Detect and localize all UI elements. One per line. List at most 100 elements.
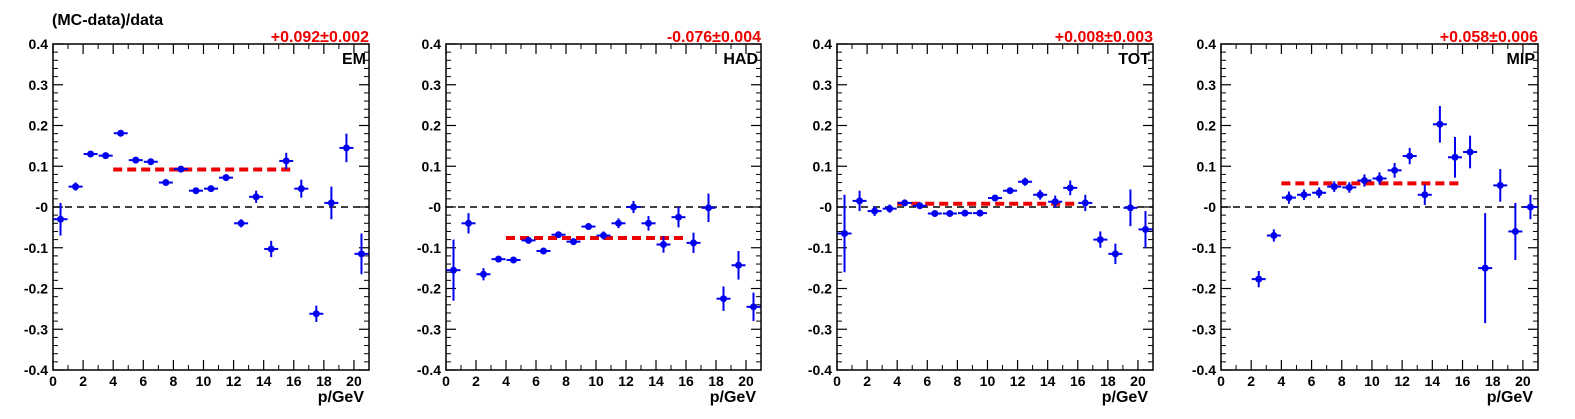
x-tick-label: 6 xyxy=(923,373,931,389)
point-marker xyxy=(1126,204,1134,212)
data-point xyxy=(264,240,279,258)
data-point xyxy=(279,152,294,170)
point-marker xyxy=(1315,189,1323,197)
data-point xyxy=(1478,213,1493,324)
data-point xyxy=(686,232,701,254)
y-tick-label: 0.1 xyxy=(29,158,49,174)
data-point xyxy=(128,156,143,164)
y-tick-label: 0.2 xyxy=(813,118,833,134)
data-point xyxy=(536,247,551,255)
data-point xyxy=(1387,162,1402,178)
x-tick-label: 20 xyxy=(1130,373,1146,389)
data-point xyxy=(1281,191,1296,204)
data-point xyxy=(1402,147,1417,165)
x-tick-label: 16 xyxy=(678,373,694,389)
data-point xyxy=(837,194,852,273)
data-point xyxy=(98,152,113,160)
data-points xyxy=(837,177,1153,273)
y-tick-label: 0.4 xyxy=(1197,36,1217,52)
data-point xyxy=(897,199,912,207)
y-tick-label: -0.2 xyxy=(24,281,48,297)
point-marker xyxy=(252,193,260,201)
data-point xyxy=(461,213,476,234)
x-tick-label: 14 xyxy=(1040,373,1056,389)
point-marker xyxy=(192,187,200,195)
point-marker xyxy=(1255,275,1263,283)
point-marker xyxy=(630,203,637,211)
y-tick-label: -0 xyxy=(36,199,49,215)
y-tick-label: 0.1 xyxy=(1197,158,1217,174)
data-point xyxy=(746,292,761,322)
x-tick-label: 6 xyxy=(532,373,540,389)
x-tick-label: 6 xyxy=(139,373,147,389)
data-point xyxy=(1463,135,1478,169)
data-point xyxy=(1327,181,1342,192)
y-tick-label: 0.2 xyxy=(29,118,49,134)
y-tick-label: -0.3 xyxy=(24,321,48,337)
point-marker xyxy=(207,185,215,193)
data-point xyxy=(1063,180,1078,196)
data-point xyxy=(566,238,581,246)
point-marker xyxy=(1466,148,1474,156)
data-point xyxy=(927,210,942,218)
data-point xyxy=(1493,169,1508,202)
data-point xyxy=(143,158,158,166)
y-tick-label: 0.3 xyxy=(29,77,49,93)
data-point xyxy=(476,268,491,281)
point-marker xyxy=(720,295,727,303)
point-marker xyxy=(675,213,682,221)
point-marker xyxy=(916,202,924,210)
data-point xyxy=(204,185,218,193)
point-marker xyxy=(690,239,697,247)
x-tick-label: 20 xyxy=(738,373,754,389)
point-marker xyxy=(1300,191,1308,199)
x-tick-label: 14 xyxy=(1425,373,1441,389)
x-tick-label: 8 xyxy=(562,373,570,389)
x-tick-label: 18 xyxy=(1485,373,1501,389)
panel-em: -0.4 -0.3 -0.2 -0.1 -0 0.1 0.2 0.3 0.4 0 2 4 6 8 10 12 1… xyxy=(24,29,370,406)
data-point xyxy=(852,190,867,212)
data-point xyxy=(626,200,641,214)
point-marker xyxy=(750,303,757,311)
point-marker xyxy=(147,158,155,166)
panel-had: -0.4 -0.3 -0.2 -0.1 -0 0.1 0.2 0.3 0.4 0 2 4 6 8 10 12 1… xyxy=(417,29,762,406)
x-tick-label: 0 xyxy=(1217,373,1225,389)
y-tick-label: -0 xyxy=(820,199,833,215)
data-point xyxy=(1033,189,1048,200)
y-axis: -0.4 -0.3 -0.2 -0.1 -0 0.1 0.2 0.3 0.4 xyxy=(417,36,761,378)
point-marker xyxy=(841,229,849,237)
data-point xyxy=(1018,177,1033,186)
y-tick-label: -0.2 xyxy=(808,281,832,297)
data-point xyxy=(1523,194,1538,220)
y-tick-label: -0.1 xyxy=(1192,240,1216,256)
x-tick-label: 4 xyxy=(893,373,901,389)
y-tick-label: 0.4 xyxy=(813,36,833,52)
data-point xyxy=(641,215,656,231)
y-tick-label: -0.2 xyxy=(417,281,441,297)
point-marker xyxy=(735,261,742,269)
data-point xyxy=(1048,195,1063,208)
data-point xyxy=(596,231,611,240)
data-point xyxy=(1372,172,1387,185)
x-axis-title: p/GeV xyxy=(318,389,365,406)
point-marker xyxy=(1270,232,1278,240)
point-marker xyxy=(976,209,984,217)
x-tick-label: 18 xyxy=(316,373,332,389)
x-axis-title: p/GeV xyxy=(1487,389,1534,406)
fit-result-label: +0.058±0.006 xyxy=(1440,29,1538,46)
data-point xyxy=(1508,202,1523,260)
data-point xyxy=(1417,184,1432,205)
point-marker xyxy=(1406,152,1414,160)
point-marker xyxy=(282,157,290,165)
x-tick-label: 4 xyxy=(502,373,510,389)
y-axis: -0.4 -0.3 -0.2 -0.1 -0 0.1 0.2 0.3 0.4 xyxy=(808,36,1153,378)
point-marker xyxy=(886,205,894,213)
y-tick-label: -0.1 xyxy=(24,240,48,256)
x-tick-label: 12 xyxy=(226,373,242,389)
point-marker xyxy=(1036,191,1044,199)
point-marker xyxy=(1111,250,1119,258)
x-tick-label: 2 xyxy=(472,373,480,389)
panel-tot: -0.4 -0.3 -0.2 -0.1 -0 0.1 0.2 0.3 0.4 0 2 4 6 8 10 12 1… xyxy=(808,29,1154,406)
y-tick-label: -0.3 xyxy=(1192,321,1216,337)
x-tick-label: 2 xyxy=(79,373,87,389)
